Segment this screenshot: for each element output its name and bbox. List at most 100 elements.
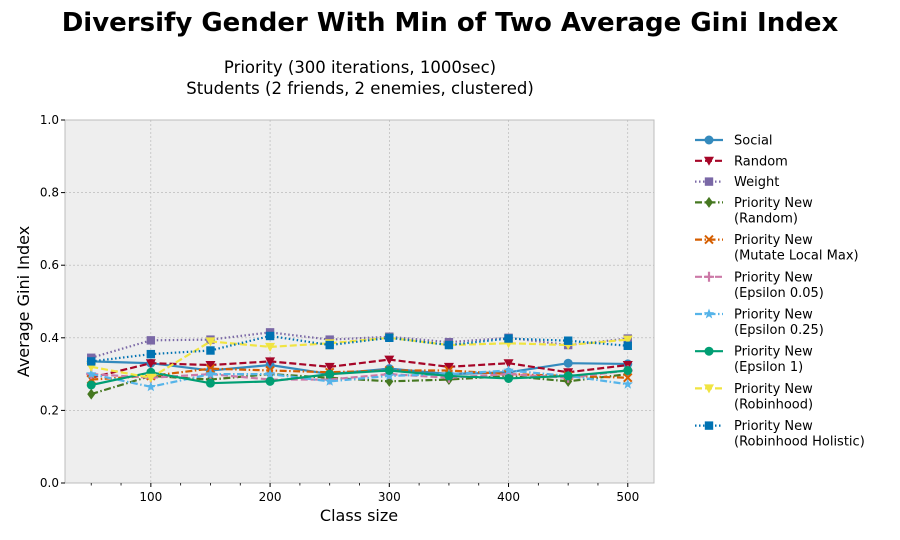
x-axis-label: Class size	[320, 506, 398, 525]
chart-title: Diversify Gender With Min of Two Average…	[61, 8, 839, 38]
data-point	[87, 357, 96, 366]
data-point	[384, 370, 395, 381]
data-point	[265, 331, 275, 341]
series-lines	[86, 328, 633, 400]
legend-marker	[704, 156, 714, 166]
y-tick-label: 0.8	[40, 186, 59, 200]
x-tick-label: 500	[616, 490, 639, 504]
legend-label-line: (Mutate Local Max)	[734, 249, 859, 264]
legend-label: Priority New (Robinhood)	[734, 382, 813, 413]
x-tick-label: 400	[497, 490, 520, 504]
data-point	[385, 333, 394, 342]
legend-label-line: Priority New	[734, 233, 813, 248]
legend-label-line: (Random)	[734, 211, 798, 226]
legend-label-line: Priority New	[734, 308, 813, 323]
grid	[65, 120, 654, 483]
series-line	[91, 336, 628, 379]
legend-label: Priority New (Robinhood Holistic)	[734, 419, 865, 450]
data-point	[563, 358, 573, 368]
y-tick-label: 1.0	[40, 113, 59, 127]
data-point	[146, 349, 156, 359]
legend-label: Priority New (Epsilon 0.25)	[734, 308, 824, 339]
data-point	[145, 381, 157, 392]
series-10	[87, 331, 632, 366]
data-point	[504, 373, 514, 383]
legend-item: Social	[695, 134, 773, 149]
chart-subtitle-line-1: Priority (300 iterations, 1000sec)	[223, 58, 497, 77]
x-tick-label: 200	[259, 490, 282, 504]
legend-marker	[705, 196, 713, 208]
axis-ticks: 100 200 300 400 500 0.0 0.2 0.4 0.6 0.8 1.0	[40, 113, 639, 504]
legend-label-line: Random	[734, 154, 788, 169]
legend-marker	[704, 135, 714, 145]
series-line	[91, 369, 628, 387]
data-point	[265, 357, 276, 367]
legend-label: Weight	[734, 175, 779, 190]
legend-marker	[704, 271, 714, 282]
legend-label-line: (Epsilon 0.25)	[734, 323, 824, 338]
legend-label-line: (Epsilon 1)	[734, 360, 803, 375]
data-point	[563, 371, 573, 381]
legend-marker	[704, 384, 714, 394]
series-line	[90, 358, 628, 379]
data-point	[623, 365, 633, 375]
legend-label: Social	[734, 134, 773, 149]
legend-item: Priority New (Random)	[695, 196, 813, 227]
legend-item: Priority New (Robinhood)	[695, 382, 813, 413]
legend-item: Priority New (Robinhood Holistic)	[695, 419, 865, 450]
data-point	[623, 373, 633, 383]
series-8	[86, 365, 633, 390]
data-point	[563, 336, 573, 345]
data-point	[206, 346, 215, 355]
data-point	[87, 388, 96, 400]
legend-label-line: Priority New	[734, 270, 813, 285]
legend-marker	[703, 308, 715, 319]
legend-label-line: Priority New	[734, 419, 813, 434]
legend-item: Priority New (Epsilon 0.05)	[695, 270, 824, 301]
y-tick-label: 0.0	[40, 476, 59, 490]
data-point	[504, 334, 513, 343]
legend-label-line: Priority New	[734, 196, 813, 211]
legend-marker	[704, 177, 714, 186]
data-point	[324, 362, 335, 372]
data-point	[265, 376, 275, 386]
y-tick-label: 0.6	[40, 258, 59, 272]
legend-label: Priority New (Epsilon 1)	[734, 345, 813, 376]
data-point	[205, 368, 216, 379]
legend-label-line: Social	[734, 134, 773, 149]
y-axis-label: Average Gini Index	[14, 226, 33, 377]
legend-label: Priority New (Random)	[734, 196, 813, 227]
legend-item: Priority New (Mutate Local Max)	[695, 233, 859, 264]
data-point	[384, 355, 395, 365]
data-point	[265, 342, 276, 352]
legend-label-line: Priority New	[734, 345, 813, 360]
x-tick-label: 100	[139, 490, 162, 504]
legend-label-line: (Robinhood Holistic)	[734, 435, 865, 450]
data-point	[443, 362, 454, 372]
data-point	[503, 359, 514, 369]
legend-item: Priority New (Epsilon 0.25)	[695, 308, 824, 339]
legend-label-line: (Robinhood)	[734, 397, 813, 412]
series-line	[91, 369, 628, 388]
legend-label-line: Weight	[734, 175, 779, 190]
data-point	[324, 375, 335, 386]
data-point	[86, 380, 96, 390]
data-point	[145, 373, 156, 383]
legend-label: Priority New (Epsilon 0.05)	[734, 270, 824, 301]
legend-item: Random	[695, 154, 788, 169]
data-point	[205, 378, 215, 388]
legend-label: Priority New (Mutate Local Max)	[734, 233, 859, 264]
data-point	[622, 378, 633, 389]
legend-item: Weight	[695, 175, 779, 190]
data-point	[145, 359, 156, 369]
legend-marker	[704, 346, 714, 356]
x-tick-label: 300	[378, 490, 401, 504]
data-point	[622, 335, 633, 345]
legend-label-line: (Epsilon 0.05)	[734, 286, 824, 301]
data-point	[325, 340, 334, 350]
chart-subtitle-line-2: Students (2 friends, 2 enemies, clustere…	[186, 79, 534, 98]
data-point	[503, 364, 514, 375]
